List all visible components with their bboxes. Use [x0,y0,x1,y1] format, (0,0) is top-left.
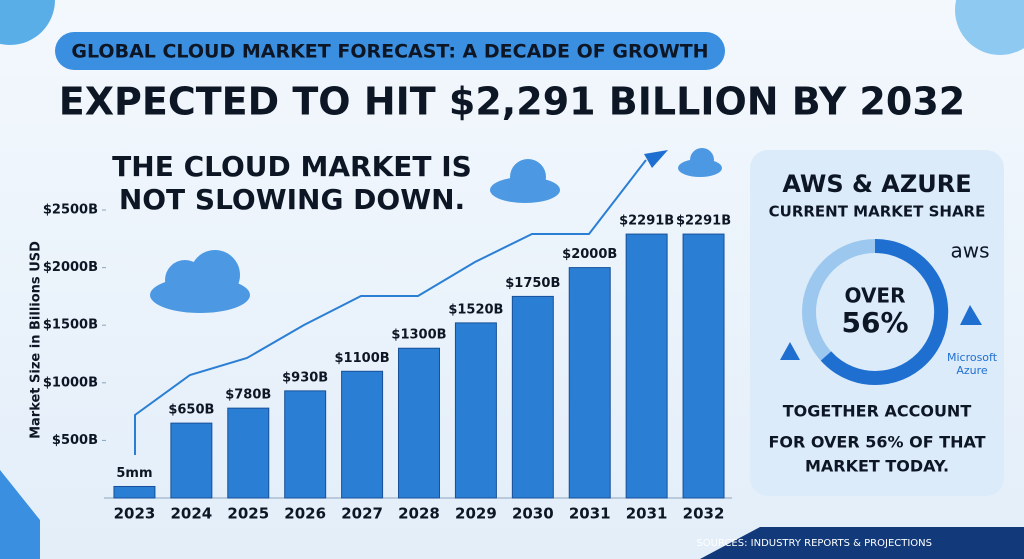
y-axis-label: Market Size in Billions USD [29,241,44,439]
plot: $500B $1000B $1500B $2000B $2500B 2023 5mm 2024… [43,203,731,523]
sources: SOURCES: INDUSTRY REPORTS & PROJECTIONS [696,538,932,549]
main-headline: EXPECTED TO HIT $2,291 BILLION BY 2032 [59,80,965,124]
bar [682,233,725,499]
bar [568,267,611,499]
x-tick-label: 2029 [455,505,497,523]
value-label: $1750B [505,276,560,291]
value-label: $780B [225,388,271,403]
panel-text: FOR OVER 56% OF THAT [768,433,985,452]
bar [341,370,384,499]
corner-decor [0,0,55,45]
value-label: $2000B [562,247,617,262]
bar [170,422,213,499]
value-label: 5mm [116,466,152,481]
x-tick-label: 2031 [569,505,611,523]
value-label: $2291B [676,214,731,229]
azure-logo [960,305,982,325]
value-label: $1100B [335,351,390,366]
azure-text: Azure [956,364,988,377]
x-tick-label: 2025 [227,505,269,523]
bar [227,407,270,499]
x-tick-label: 2031 [626,505,668,523]
corner-decor [955,0,1024,55]
aws-logo: aws [950,239,989,263]
bar [398,347,440,499]
x-tick-label: 2027 [341,505,383,523]
value-label: $1520B [448,302,503,317]
azure-text: Microsoft [947,351,998,364]
panel-text: MARKET TODAY. [805,457,949,476]
panel-text: TOGETHER ACCOUNT [783,402,972,421]
bar [113,485,156,499]
side-panel [750,150,1004,496]
y-tick-label: $2500B [43,203,98,218]
footer-band [700,527,1024,559]
header-title: GLOBAL CLOUD MARKET FORECAST: A DECADE O… [71,41,708,63]
bar [454,322,497,499]
panel-subtitle: CURRENT MARKET SHARE [769,203,986,221]
donut-arc [820,238,949,385]
trend-decor [134,159,647,455]
y-tick-label: $2000B [43,260,98,275]
annotation: THE CLOUD MARKET IS [112,150,472,183]
x-tick-label: 2023 [114,505,156,523]
header-pill [55,32,725,70]
value-label: $2291B [619,214,674,229]
donut-value: 56% [841,306,908,339]
x-tick-label: 2026 [284,505,326,523]
donut-label: OVER [844,284,905,308]
bar [284,390,327,499]
trend-arrow [644,150,668,168]
y-tick-label: $500B [52,433,98,448]
x-tick-label: 2030 [512,505,554,523]
value-label: $930B [282,370,328,385]
bar [625,233,668,499]
corner-decor [0,470,40,559]
azure-logo [780,342,800,360]
annotation: NOT SLOWING DOWN. [119,183,465,216]
x-tick-label: 2024 [170,505,212,523]
value-label: $1300B [391,328,446,343]
y-tick-label: $1000B [43,375,98,390]
y-tick-label: $1500B [43,318,98,333]
value-label: $650B [168,403,214,418]
panel-title: AWS & AZURE [782,170,971,198]
x-tick-label: 2028 [398,505,440,523]
x-tick-label: 2032 [683,505,725,523]
bar [511,295,554,499]
cloud-icon [150,148,722,313]
